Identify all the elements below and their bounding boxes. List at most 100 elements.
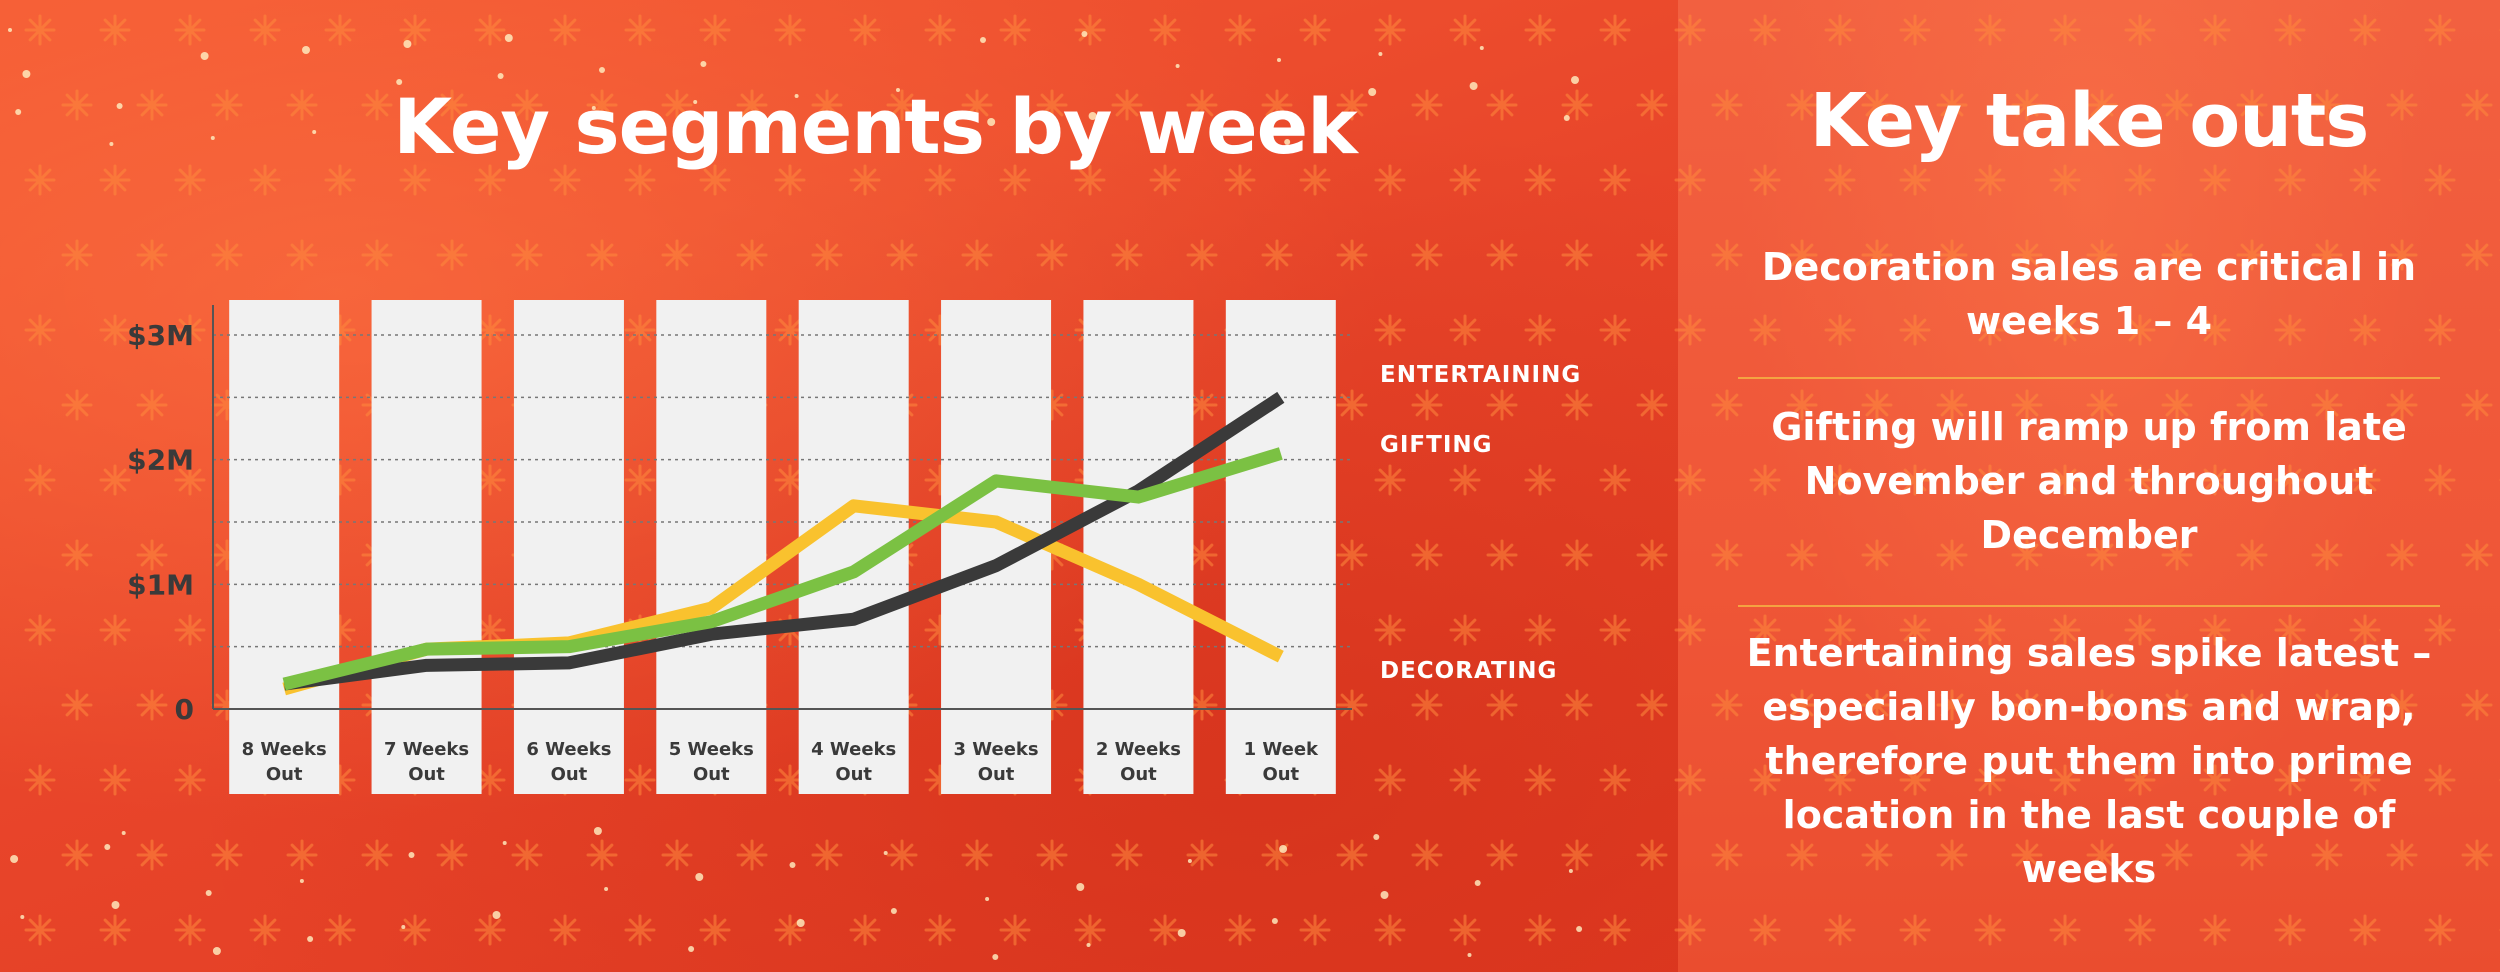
star-icon bbox=[1336, 539, 1368, 571]
star-icon bbox=[1899, 914, 1931, 946]
star-icon bbox=[961, 239, 993, 271]
star-icon bbox=[2011, 689, 2043, 721]
star-icon bbox=[286, 89, 318, 121]
star-icon bbox=[961, 89, 993, 121]
sparkle-icon bbox=[1563, 115, 1570, 121]
sparkle-icon bbox=[1088, 112, 1097, 120]
sparkle-icon bbox=[200, 52, 209, 60]
star-icon bbox=[1561, 239, 1593, 271]
star-icon bbox=[1336, 389, 1368, 421]
sparkle-icon bbox=[1175, 64, 1180, 68]
star-icon bbox=[774, 14, 806, 46]
star-icon bbox=[1636, 839, 1668, 871]
star-icon bbox=[2349, 464, 2381, 496]
star-icon bbox=[1374, 614, 1406, 646]
star-icon bbox=[2274, 914, 2306, 946]
star-icon bbox=[61, 89, 93, 121]
sparkle-icon bbox=[1571, 76, 1579, 84]
star-icon bbox=[1224, 164, 1256, 196]
star-icon bbox=[2386, 839, 2418, 871]
star-icon bbox=[1861, 539, 1893, 571]
sparkle-icon bbox=[307, 936, 314, 942]
sparkle-icon bbox=[1271, 918, 1278, 924]
star-icon bbox=[1449, 314, 1481, 346]
star-icon bbox=[361, 839, 393, 871]
star-icon bbox=[99, 914, 131, 946]
x-tick-label: Out bbox=[1262, 764, 1299, 785]
star-icon bbox=[511, 839, 543, 871]
sparkle-icon bbox=[8, 28, 12, 32]
star-icon bbox=[2236, 89, 2268, 121]
star-icon bbox=[1824, 164, 1856, 196]
sparkle-icon bbox=[504, 34, 513, 42]
x-tick-label: Out bbox=[835, 764, 872, 785]
sparkle-icon bbox=[15, 109, 22, 115]
star-icon bbox=[286, 839, 318, 871]
star-icon bbox=[286, 239, 318, 271]
star-icon bbox=[2386, 689, 2418, 721]
star-icon bbox=[2161, 839, 2193, 871]
star-icon bbox=[1599, 314, 1631, 346]
star-icon bbox=[1224, 14, 1256, 46]
sparkle-icon bbox=[796, 919, 805, 927]
star-icon bbox=[174, 614, 206, 646]
star-icon bbox=[624, 764, 656, 796]
star-icon bbox=[699, 14, 731, 46]
y-tick-label: $3M bbox=[127, 319, 194, 352]
star-icon bbox=[586, 239, 618, 271]
star-icon bbox=[324, 914, 356, 946]
star-icon bbox=[474, 314, 506, 346]
star-icon bbox=[2274, 14, 2306, 46]
star-icon bbox=[924, 914, 956, 946]
star-icon bbox=[2161, 389, 2193, 421]
sparkle-icon bbox=[111, 901, 120, 909]
sparkle-icon bbox=[1076, 883, 1085, 891]
star-icon bbox=[1824, 464, 1856, 496]
star-icon bbox=[1036, 89, 1068, 121]
star-icon bbox=[1749, 464, 1781, 496]
sparkle-icon bbox=[693, 100, 698, 104]
star-icon bbox=[24, 164, 56, 196]
star-icon bbox=[2086, 239, 2118, 271]
star-icon bbox=[1561, 539, 1593, 571]
star-icon bbox=[1936, 389, 1968, 421]
star-icon bbox=[1786, 539, 1818, 571]
star-icon bbox=[1674, 164, 1706, 196]
star-icon bbox=[174, 164, 206, 196]
x-tick-label: 2 Weeks bbox=[1096, 739, 1181, 760]
star-icon bbox=[2311, 389, 2343, 421]
star-icon bbox=[549, 164, 581, 196]
sparkle-icon bbox=[116, 103, 123, 109]
star-icon bbox=[436, 839, 468, 871]
star-icon bbox=[2236, 389, 2268, 421]
star-icon bbox=[24, 764, 56, 796]
week-column bbox=[513, 300, 624, 794]
star-icon bbox=[1524, 164, 1556, 196]
star-icon bbox=[324, 164, 356, 196]
star-icon bbox=[1749, 764, 1781, 796]
star-icon bbox=[1636, 239, 1668, 271]
star-icon bbox=[474, 14, 506, 46]
star-icon bbox=[174, 914, 206, 946]
star-icon bbox=[1411, 689, 1443, 721]
x-tick-label: 5 Weeks bbox=[669, 739, 754, 760]
sparkle-icon bbox=[695, 873, 704, 881]
star-icon bbox=[1299, 164, 1331, 196]
star-icon bbox=[1411, 389, 1443, 421]
sparkle-icon bbox=[1568, 869, 1573, 873]
entertaining-line bbox=[283, 391, 1285, 691]
takeout-entertaining: Entertaining sales spike latest – especi… bbox=[1746, 631, 2432, 891]
star-icon bbox=[2461, 89, 2493, 121]
star-icon bbox=[849, 914, 881, 946]
star-icon bbox=[1974, 314, 2006, 346]
star-icon bbox=[1974, 914, 2006, 946]
sparkle-icon bbox=[1380, 891, 1389, 899]
star-icon bbox=[1524, 764, 1556, 796]
star-icon bbox=[1524, 614, 1556, 646]
sparkle-icon bbox=[497, 73, 504, 79]
star-icon bbox=[849, 164, 881, 196]
star-icon bbox=[1786, 239, 1818, 271]
star-icon bbox=[1374, 314, 1406, 346]
star-icon bbox=[2311, 239, 2343, 271]
star-icon bbox=[2011, 839, 2043, 871]
